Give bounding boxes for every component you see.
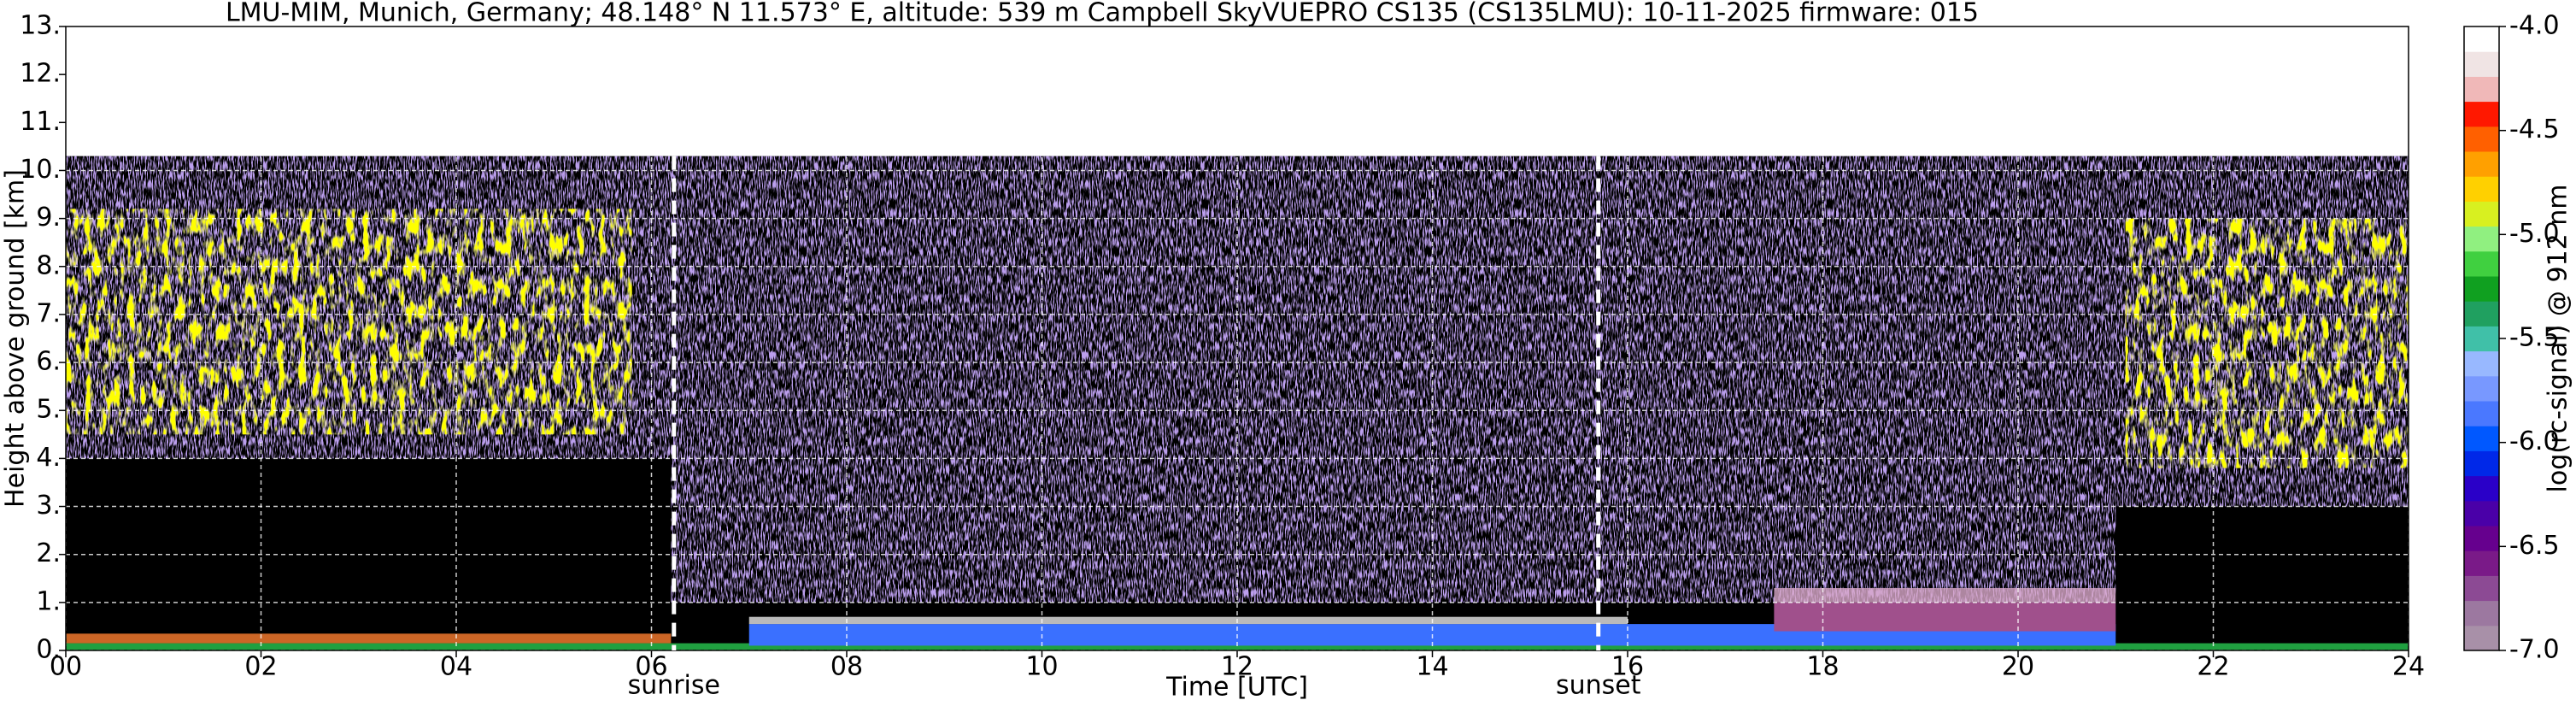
colorbar-segment bbox=[2464, 26, 2499, 52]
y-tick-label: 7. bbox=[36, 298, 61, 328]
x-tick-label: 16 bbox=[1611, 652, 1644, 682]
colorbar-segment bbox=[2464, 51, 2499, 77]
colorbar-segment bbox=[2464, 176, 2499, 202]
colorbar-segment bbox=[2464, 151, 2499, 177]
y-tick-label: 10. bbox=[20, 155, 61, 185]
colorbar-segment bbox=[2464, 301, 2499, 327]
colorbar-segment bbox=[2464, 226, 2499, 252]
colorbar-tick-label: -4.5 bbox=[2509, 115, 2560, 144]
heatmap-region bbox=[1774, 588, 2116, 603]
x-tick-label: 18 bbox=[1806, 652, 1839, 682]
chart-title: LMU-MIM, Munich, Germany; 48.148° N 11.5… bbox=[226, 0, 1979, 28]
x-tick-label: 00 bbox=[50, 652, 82, 682]
heatmap-region bbox=[66, 643, 2409, 650]
y-tick-label: 5. bbox=[36, 395, 61, 425]
colorbar-label: log(rc-signal) @ 912 nm bbox=[2544, 185, 2573, 493]
x-tick-label: 10 bbox=[1025, 652, 1058, 682]
colorbar-tick-label: -5.0 bbox=[2509, 219, 2560, 249]
colorbar-tick-label: -4.0 bbox=[2509, 11, 2560, 41]
colorbar-segment bbox=[2464, 276, 2499, 302]
colorbar-tick-label: -5.5 bbox=[2509, 323, 2560, 353]
colorbar-tick-label: -6.0 bbox=[2509, 427, 2560, 456]
y-tick-label: 12. bbox=[20, 59, 61, 89]
colorbar-segment bbox=[2464, 526, 2499, 551]
colorbar-segment bbox=[2464, 350, 2499, 377]
x-tick-label: 02 bbox=[244, 652, 277, 682]
heatmap-region bbox=[1774, 602, 2116, 632]
y-tick-label: 1. bbox=[36, 586, 61, 616]
y-axis-label: Height above ground [km] bbox=[1, 169, 31, 508]
heatmap bbox=[66, 156, 2409, 651]
colorbar-segment bbox=[2464, 426, 2499, 451]
y-tick-label: 0. bbox=[36, 635, 61, 665]
colorbar-segment bbox=[2464, 126, 2499, 152]
colorbar-segment bbox=[2464, 600, 2499, 627]
colorbar-segment bbox=[2464, 475, 2499, 502]
x-tick-label: 14 bbox=[1416, 652, 1448, 682]
x-axis-label: Time [UTC] bbox=[1165, 673, 1308, 703]
colorbar-segment bbox=[2464, 575, 2499, 602]
y-tick-label: 2. bbox=[36, 538, 61, 568]
x-tick-label: 04 bbox=[440, 652, 472, 682]
x-tick-label: 06 bbox=[635, 652, 667, 682]
y-tick-label: 6. bbox=[36, 347, 61, 377]
y-tick-label: 3. bbox=[36, 491, 61, 521]
x-tick-label: 20 bbox=[2002, 652, 2034, 682]
heatmap-region bbox=[66, 209, 632, 435]
x-tick-label: 08 bbox=[830, 652, 863, 682]
colorbar-tick-label: -7.0 bbox=[2509, 635, 2560, 665]
x-tick-label: 24 bbox=[2392, 652, 2425, 682]
annotation-label: sunset bbox=[1556, 671, 1641, 701]
colorbar-segment bbox=[2464, 201, 2499, 227]
colorbar-segment bbox=[2464, 450, 2499, 477]
colorbar-segment bbox=[2464, 250, 2499, 277]
annotation-label: sunrise bbox=[628, 671, 720, 701]
colorbar-segment bbox=[2464, 101, 2499, 127]
heatmap-region bbox=[2125, 218, 2409, 468]
y-tick-label: 9. bbox=[36, 203, 61, 232]
colorbar-segment bbox=[2464, 625, 2499, 651]
heatmap-region bbox=[671, 156, 2116, 603]
colorbar-tick-label: -6.5 bbox=[2509, 531, 2560, 561]
y-tick-label: 11. bbox=[20, 107, 61, 137]
heatmap-region bbox=[748, 616, 1628, 625]
colorbar-segment bbox=[2464, 401, 2499, 427]
heatmap-region bbox=[66, 633, 672, 644]
colorbar-segment bbox=[2464, 326, 2499, 352]
x-tick-label: 22 bbox=[2197, 652, 2229, 682]
colorbar-segment bbox=[2464, 500, 2499, 527]
x-tick-label: 12 bbox=[1221, 652, 1253, 682]
y-tick-label: 4. bbox=[36, 443, 61, 473]
y-tick-label: 8. bbox=[36, 250, 61, 280]
plot-frame bbox=[65, 26, 2409, 651]
colorbar-segment bbox=[2464, 550, 2499, 576]
colorbar-segment bbox=[2464, 76, 2499, 103]
colorbar-segment bbox=[2464, 375, 2499, 402]
y-tick-label: 13. bbox=[20, 11, 61, 41]
